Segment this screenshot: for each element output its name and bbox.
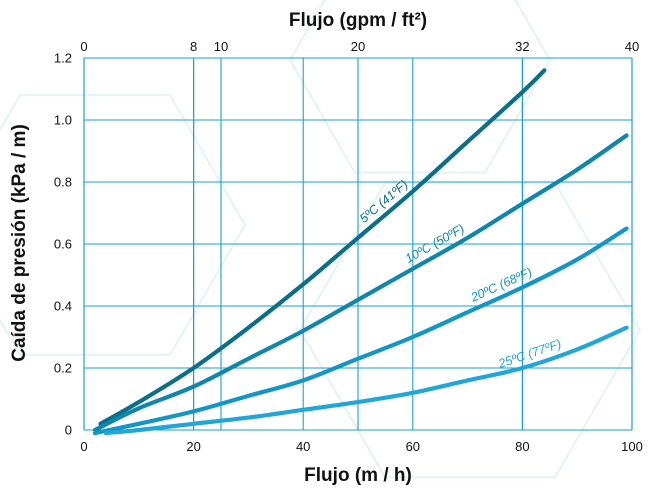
top-tick-label: 8: [190, 39, 197, 54]
y-axis-title: Caída de presión (kPa / m): [9, 124, 30, 362]
x-tick-label: 80: [515, 439, 529, 454]
top-tick-label: 40: [625, 39, 639, 54]
tick-labels: 0 20 40 60 80 100 0 8 10 20 32 40 0 0.2 0.4 0.6 0.8 1.0 1.…: [54, 39, 643, 454]
watermark-hexagon: [0, 94, 247, 356]
series-line: [103, 325, 629, 436]
x-tick-label: 20: [186, 439, 200, 454]
y-tick-label: 0.6: [54, 237, 72, 252]
chart-grid: [83, 57, 633, 431]
x-tick-label: 0: [80, 439, 87, 454]
series-labels: 5ºC (41ºF)10ºC (50ºF)20ºC (68ºF)25ºC (77…: [357, 177, 563, 371]
y-tick-label: 1.2: [54, 51, 72, 66]
series-line: [92, 226, 629, 436]
y-tick-label: 0.4: [54, 299, 72, 314]
x-axis-title: Flujo (m / h): [304, 465, 412, 486]
series-line: [92, 133, 629, 433]
y-tick-label: 0.8: [54, 175, 72, 190]
y-tick-label: 0: [65, 423, 72, 438]
top-tick-label: 32: [515, 39, 529, 54]
y-tick-label: 0.2: [54, 361, 72, 376]
top-axis-title: Flujo (gpm / ft²): [289, 10, 427, 31]
watermark-hexagon: [298, 181, 642, 479]
x-tick-label: 40: [296, 439, 310, 454]
y-tick-label: 1.0: [54, 113, 72, 128]
series-lines: [92, 68, 629, 436]
top-tick-label: 20: [351, 39, 365, 54]
top-tick-label: 10: [214, 39, 228, 54]
x-tick-label: 100: [621, 439, 643, 454]
series-line: [98, 68, 547, 426]
watermark-hexagon: [288, 0, 552, 174]
x-tick-label: 60: [406, 439, 420, 454]
top-tick-label: 0: [80, 39, 87, 54]
